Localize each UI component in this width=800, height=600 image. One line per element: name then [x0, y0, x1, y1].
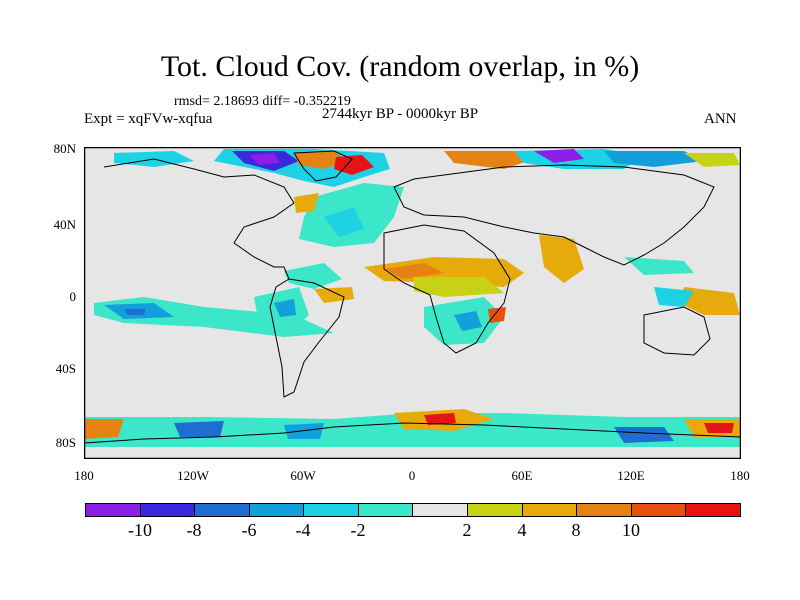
coastline-greenland — [293, 150, 353, 182]
anomaly-patch — [249, 153, 280, 165]
anomaly-patch — [384, 263, 444, 279]
stats-line: rmsd= 2.18693 diff= -0.352219 — [174, 94, 351, 109]
colorbar-swatch — [249, 504, 305, 516]
anomaly-patch — [274, 299, 296, 317]
anomaly-patch — [604, 151, 704, 167]
period-label: 2744kyr BP - 0000kyr BP — [322, 106, 479, 122]
colorbar-label: -2 — [350, 520, 366, 540]
anomaly-patch — [539, 235, 584, 283]
lat-tick-0: 0 — [69, 289, 77, 304]
anomaly-patch — [284, 263, 342, 289]
colorbar-swatch — [686, 504, 740, 516]
anomaly-patch — [424, 413, 456, 425]
anomaly-patch — [294, 151, 346, 169]
colorbar-swatch — [195, 504, 250, 516]
coastline-eurasia — [393, 164, 715, 266]
map-frame — [84, 147, 741, 459]
lon-tick-60e: 60E — [511, 468, 533, 483]
lon-tick-60w: 60W — [290, 468, 316, 483]
anomaly-patch — [534, 149, 584, 163]
colorbar-label: -6 — [241, 520, 257, 540]
lon-tick-0: 0 — [408, 468, 416, 483]
anomaly-patch — [488, 307, 506, 323]
coastline-south-america — [269, 278, 345, 398]
colorbar-swatch — [577, 504, 632, 516]
season-label: ANN — [704, 111, 737, 127]
anomaly-patch — [294, 193, 319, 213]
lat-tick-40s: 40S — [55, 361, 76, 376]
anomaly-patch — [684, 153, 740, 167]
anomaly-patch — [324, 207, 364, 237]
colorbar-label: 8 — [571, 520, 581, 540]
colorbar-swatch — [522, 504, 578, 516]
lon-tick-180w: 180 — [74, 468, 94, 483]
colorbar-label: 4 — [517, 520, 527, 540]
colorbar-swatch — [358, 504, 414, 516]
anomaly-patch — [614, 427, 674, 443]
experiment-label: Expt = xqFVw-xqfua — [84, 111, 213, 127]
anomaly-patch — [84, 413, 741, 447]
anomaly-patch — [444, 151, 534, 169]
coastline-africa — [383, 224, 511, 354]
coastline-north-america — [103, 158, 295, 280]
plot-title: Tot. Cloud Cov. (random overlap, in %) — [160, 50, 640, 83]
lat-tick-80n: 80N — [53, 141, 76, 156]
colorbar-swatch — [86, 504, 141, 516]
colorbar-swatch — [413, 504, 469, 516]
anomaly-patch — [334, 155, 374, 175]
colorbar-swatch — [468, 504, 523, 516]
colorbar-label: 10 — [622, 520, 640, 540]
anomaly-patch — [124, 309, 146, 315]
colorbar-label: -4 — [295, 520, 311, 540]
coastline-australia — [643, 306, 711, 356]
anomaly-patch — [414, 277, 504, 297]
map-background — [84, 147, 741, 459]
cloud-cover-map — [84, 147, 741, 459]
colorbar-label: -10 — [128, 520, 152, 540]
anomaly-patch — [624, 257, 694, 275]
colorbar-swatch — [304, 504, 359, 516]
lon-tick-120e: 120E — [617, 468, 645, 483]
anomaly-patch — [174, 421, 224, 437]
anomaly-patch — [454, 311, 482, 331]
anomaly-patch — [654, 287, 694, 307]
coastline-antarctica — [84, 422, 741, 444]
anomaly-patch — [704, 423, 734, 433]
lon-tick-180e: 180 — [730, 468, 750, 483]
colorbar-label: -8 — [186, 520, 202, 540]
coastlines — [84, 150, 741, 444]
colorbar-label: 2 — [462, 520, 472, 540]
anomaly-patch — [679, 287, 740, 315]
colorbar-swatch — [631, 504, 687, 516]
anomaly-patch — [84, 419, 124, 439]
lat-tick-40n: 40N — [53, 217, 76, 232]
lat-tick-80s: 80S — [55, 435, 76, 450]
colorbar-swatch — [140, 504, 196, 516]
colorbar — [85, 503, 741, 517]
lon-tick-120w: 120W — [177, 468, 209, 483]
